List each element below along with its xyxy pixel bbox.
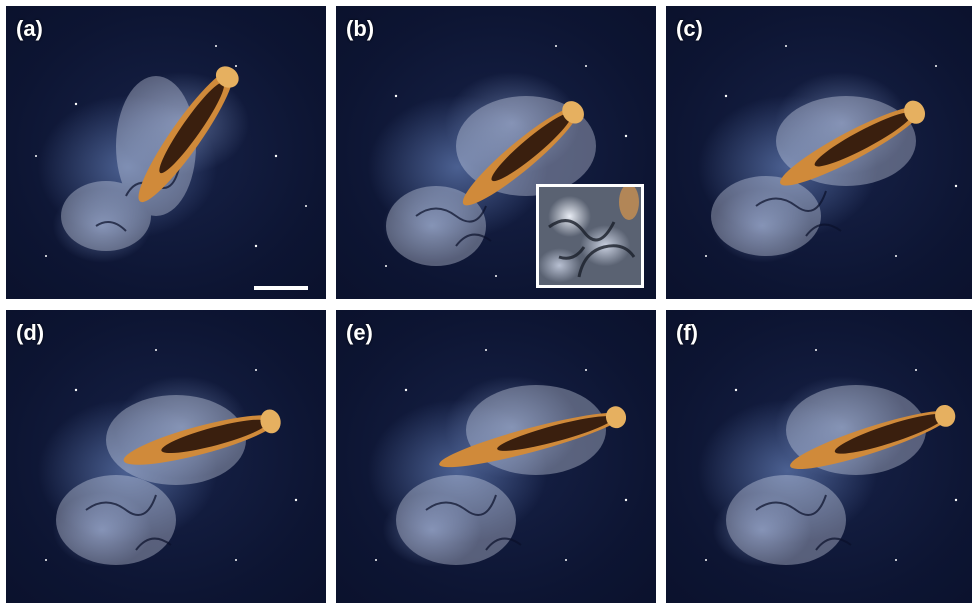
inset-image	[548, 187, 639, 278]
panel-c: (c)	[666, 6, 972, 299]
panel-f: (f)	[666, 310, 972, 603]
fish-image-e	[375, 349, 628, 565]
panel-d: (d)	[6, 310, 326, 603]
inset-closeup	[536, 184, 644, 288]
panel-label-c: (c)	[676, 16, 703, 41]
fish-image-b	[385, 45, 628, 277]
panel-label-e: (e)	[346, 320, 373, 345]
fish-image-c	[705, 45, 958, 257]
panel-label-b: (b)	[346, 16, 375, 41]
panel-label-f: (f)	[676, 320, 698, 345]
fish-image-a	[35, 45, 307, 257]
panel-e: (e)	[336, 310, 656, 603]
fish-image-d	[45, 349, 298, 565]
panel-label-d: (d)	[16, 320, 45, 345]
fish-image-f	[705, 349, 958, 565]
panel-a: (a)	[6, 6, 326, 299]
panel-b: (b)	[336, 6, 656, 299]
scale-bar	[254, 286, 308, 290]
panel-label-a: (a)	[16, 16, 43, 41]
